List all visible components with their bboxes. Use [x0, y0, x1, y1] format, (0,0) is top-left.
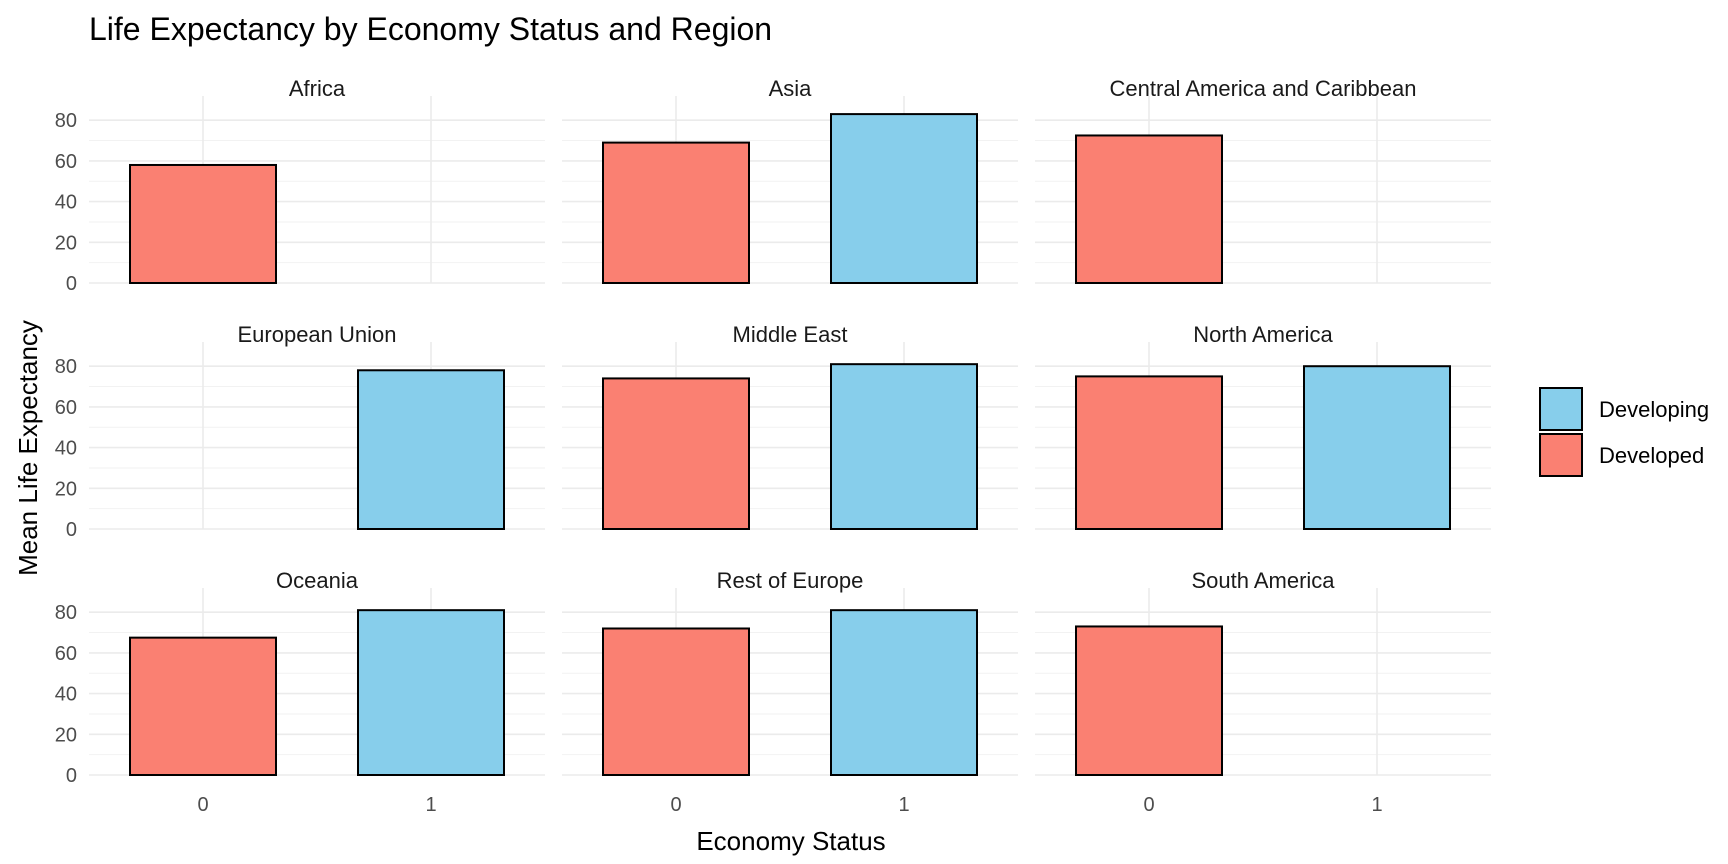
- y-tick-label: 80: [55, 602, 77, 624]
- facet-strip-label: North America: [1193, 322, 1333, 347]
- facet-strip-label: Middle East: [733, 322, 848, 347]
- facet-panel: South America 0 1: [1035, 568, 1491, 816]
- y-tick-label: 80: [55, 356, 77, 378]
- x-tick-label: 1: [425, 794, 436, 816]
- y-tick-label: 60: [55, 643, 77, 665]
- facet-panel: European Union 0 20 40 60 80: [55, 322, 545, 541]
- y-tick-label: 40: [55, 438, 77, 460]
- facet-panel: Oceania 0 20 40 60 80 0 1: [55, 568, 545, 816]
- facet-panel: North America: [1035, 322, 1491, 530]
- facet-panel: Rest of Europe 0 1: [562, 568, 1018, 816]
- x-tick-label: 0: [670, 794, 681, 816]
- y-tick-label: 40: [55, 684, 77, 706]
- facet-panels: Africa 0 20 40 60 80 Asia Central America and C…: [55, 76, 1491, 816]
- facet-panel: Asia: [562, 76, 1018, 285]
- bar-european-union-1: [357, 369, 505, 531]
- legend: Developing Developed: [1539, 387, 1709, 477]
- x-tick-label: 0: [1143, 794, 1154, 816]
- legend-swatch-developed: [1539, 433, 1583, 477]
- bar-middle-east-0: [602, 377, 750, 530]
- bar-north-america-1: [1303, 365, 1451, 530]
- legend-label-developing: Developing: [1599, 397, 1709, 422]
- y-tick-label: 20: [55, 724, 77, 746]
- chart-title: Life Expectancy by Economy Status and Re…: [89, 11, 772, 47]
- facet-strip-label: Central America and Caribbean: [1110, 76, 1417, 101]
- bar-asia-1: [830, 113, 978, 285]
- y-tick-label: 40: [55, 192, 77, 214]
- bar-africa-0: [129, 163, 277, 284]
- bar-rest-of-europe-1: [830, 609, 978, 777]
- facet-panel: Central America and Caribbean: [1035, 76, 1491, 284]
- x-axis-title: Economy Status: [696, 826, 885, 856]
- x-tick-label: 1: [898, 794, 909, 816]
- bar-oceania-0: [129, 636, 277, 776]
- y-tick-label: 80: [55, 110, 77, 132]
- facet-strip-label: Rest of Europe: [717, 568, 864, 593]
- y-tick-label: 0: [66, 273, 77, 295]
- y-tick-label: 60: [55, 151, 77, 173]
- facet-strip-label: South America: [1191, 568, 1335, 593]
- facet-panel: Middle East: [562, 322, 1018, 530]
- bar-north-america-0: [1075, 375, 1223, 530]
- y-tick-label: 0: [66, 765, 77, 787]
- facet-panel: Africa 0 20 40 60 80: [55, 76, 545, 295]
- y-tick-label: 60: [55, 397, 77, 419]
- facet-strip-label: European Union: [237, 322, 396, 347]
- x-tick-label: 1: [1371, 794, 1382, 816]
- facet-strip-label: Asia: [769, 76, 813, 101]
- legend-label-developed: Developed: [1599, 443, 1704, 468]
- facet-strip-label: Africa: [289, 76, 346, 101]
- y-axis-title: Mean Life Expectancy: [13, 320, 43, 576]
- x-tick-label: 0: [197, 794, 208, 816]
- y-tick-label: 0: [66, 519, 77, 541]
- y-tick-label: 20: [55, 478, 77, 500]
- facet-strip-label: Oceania: [276, 568, 359, 593]
- legend-swatch-developing: [1539, 387, 1583, 431]
- bar-middle-east-1: [830, 363, 978, 530]
- bar-central-america-and-caribbean-0: [1075, 134, 1223, 284]
- bar-asia-0: [602, 141, 750, 284]
- bar-south-america-0: [1075, 625, 1223, 776]
- y-tick-label: 20: [55, 232, 77, 254]
- bar-oceania-1: [357, 609, 505, 777]
- bar-rest-of-europe-0: [602, 627, 750, 776]
